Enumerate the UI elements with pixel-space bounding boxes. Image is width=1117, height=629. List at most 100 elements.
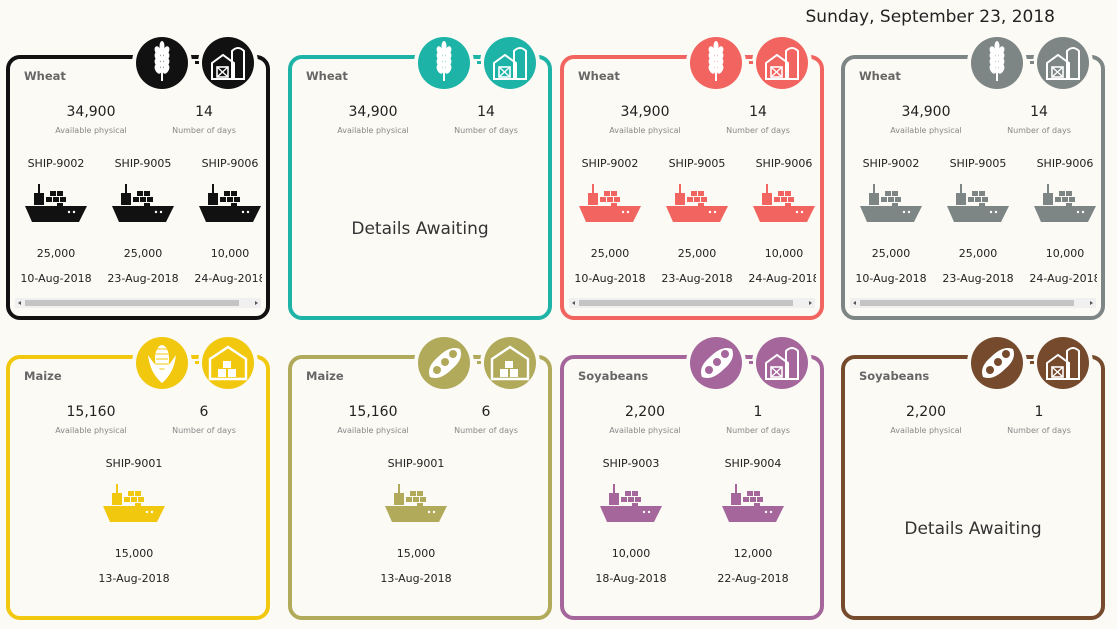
ship-icon <box>600 482 662 528</box>
soy-icon <box>971 337 1023 389</box>
ship-icon-svg <box>947 184 1009 222</box>
details-awaiting: Details Awaiting <box>351 219 489 239</box>
connector-dot <box>1030 61 1034 64</box>
wheat-icon <box>136 37 188 89</box>
days-value: 14 <box>1030 104 1048 120</box>
ship-id: SHIP-9003 <box>602 457 660 470</box>
commodity-card: Maize 15,160 Available physical 6 Number of … <box>6 337 270 620</box>
commodity-card: Wheat 34,900 Available physical 14 Number of… <box>6 37 270 320</box>
ship-icon <box>112 182 174 228</box>
silo-svg <box>765 347 799 380</box>
ship-quantity: 25,000 <box>590 247 630 260</box>
ship-id: SHIP-9002 <box>862 157 920 170</box>
ship-id: SHIP-9005 <box>949 157 1007 170</box>
available-value: 2,200 <box>624 404 666 420</box>
ship-quantity: 10,000 <box>611 547 651 560</box>
scrollbar-svg <box>15 298 261 308</box>
commodity-card: Wheat 34,900 Available physical 14 Number of… <box>841 37 1105 320</box>
warehouse-icon <box>484 337 536 389</box>
silo-svg <box>493 47 527 80</box>
warehouse-icon <box>202 337 254 389</box>
silo-icon <box>756 337 808 389</box>
ship-icon-svg <box>1034 184 1096 222</box>
commodity-card: Wheat 34,900 Available physical 14 Number of… <box>560 37 824 320</box>
ship-icon <box>25 182 87 228</box>
commodity-title: Wheat <box>24 69 66 83</box>
wheat-svg <box>989 41 1005 81</box>
ship-quantity: 25,000 <box>123 247 163 260</box>
connector-dot <box>749 61 753 64</box>
commodity-title: Wheat <box>578 69 620 83</box>
days-value: 6 <box>481 404 491 420</box>
days-value: 6 <box>199 404 209 420</box>
silo-icon <box>756 37 808 89</box>
wheat-icon <box>418 37 470 89</box>
ship-quantity: 25,000 <box>871 247 911 260</box>
commodity-title: Soyabeans <box>859 369 930 383</box>
ship-id: SHIP-9002 <box>27 157 85 170</box>
ship-id: SHIP-9005 <box>668 157 726 170</box>
silo-svg <box>765 47 799 80</box>
ship-id: SHIP-9001 <box>387 457 445 470</box>
ship-icon-svg <box>600 484 662 522</box>
ship-list: SHIP-9003 10,000 18-Aug-2018 SHIP-9004 12,… <box>564 359 816 616</box>
days-label: Number of days <box>172 126 236 135</box>
days-value: 1 <box>1034 404 1044 420</box>
ship-icon-svg <box>579 184 641 222</box>
available-value: 15,160 <box>66 404 116 420</box>
warehouse-svg <box>208 345 248 381</box>
silo-icon <box>1037 337 1089 389</box>
ship-id: SHIP-9006 <box>1036 157 1094 170</box>
wheat-icon <box>690 37 742 89</box>
ship-icon <box>199 182 261 228</box>
ship-quantity: 12,000 <box>733 547 773 560</box>
ship-date: 23-Aug-2018 <box>942 272 1014 285</box>
ship-quantity: 25,000 <box>36 247 76 260</box>
soy-svg <box>701 348 733 378</box>
days-label: Number of days <box>1007 126 1071 135</box>
ship-list: SHIP-9001 15,000 13-Aug-2018 <box>292 359 544 616</box>
commodity-title: Maize <box>24 369 62 383</box>
commodity-title: Wheat <box>859 69 901 83</box>
ship-date: 23-Aug-2018 <box>661 272 733 285</box>
silo-svg <box>1046 47 1080 80</box>
silo-svg <box>1046 347 1080 380</box>
available-label: Available physical <box>337 426 409 435</box>
connector-dot <box>195 61 199 64</box>
days-value: 14 <box>195 104 213 120</box>
days-value: 14 <box>749 104 767 120</box>
corn-icon <box>136 337 188 389</box>
silo-icon <box>484 37 536 89</box>
scrollbar <box>15 293 261 312</box>
ship-quantity: 15,000 <box>396 547 436 560</box>
ship-date: 10-Aug-2018 <box>20 272 92 285</box>
available-label: Available physical <box>609 426 681 435</box>
ship-icon-svg <box>112 184 174 222</box>
ship-icon-svg <box>385 484 447 522</box>
silo-svg <box>211 47 245 80</box>
days-label: Number of days <box>726 126 790 135</box>
ship-quantity: 25,000 <box>958 247 998 260</box>
ship-date: 24-Aug-2018 <box>748 272 816 285</box>
available-value: 34,900 <box>901 104 951 120</box>
details-awaiting: Details Awaiting <box>904 519 1042 539</box>
ship-date: 23-Aug-2018 <box>107 272 179 285</box>
available-label: Available physical <box>890 426 962 435</box>
ship-list: SHIP-9002 25,000 10-Aug-2018 SHIP-9005 25,… <box>564 59 816 316</box>
ship-id: SHIP-9002 <box>581 157 639 170</box>
ship-date: 13-Aug-2018 <box>380 572 452 585</box>
ship-icon-svg <box>199 184 261 222</box>
commodity-card: Soyabeans 2,200 Available physical 1 Number … <box>560 337 824 620</box>
ship-icon <box>579 182 641 228</box>
ship-icon <box>1034 182 1096 228</box>
days-label: Number of days <box>726 426 790 435</box>
ship-id: SHIP-9005 <box>114 157 172 170</box>
silo-icon <box>202 37 254 89</box>
commodity-title: Soyabeans <box>578 369 649 383</box>
ship-icon <box>947 182 1009 228</box>
ship-icon <box>753 182 815 228</box>
available-value: 34,900 <box>348 104 398 120</box>
ship-id: SHIP-9006 <box>755 157 813 170</box>
ship-quantity: 25,000 <box>677 247 717 260</box>
